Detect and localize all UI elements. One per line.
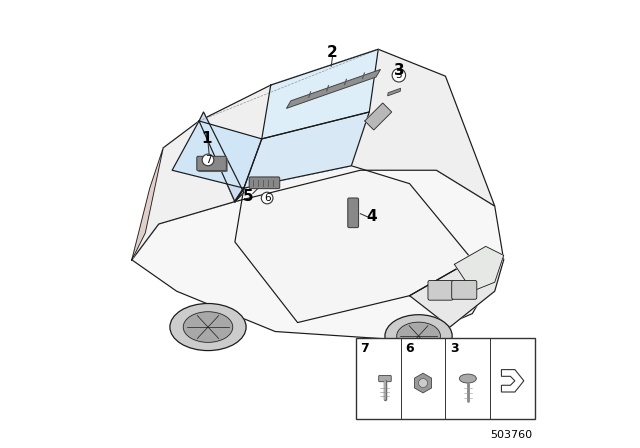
Circle shape <box>392 69 406 82</box>
Polygon shape <box>454 246 504 291</box>
Polygon shape <box>172 121 262 188</box>
Ellipse shape <box>397 322 440 350</box>
FancyBboxPatch shape <box>379 375 391 382</box>
Ellipse shape <box>385 314 452 358</box>
Polygon shape <box>262 49 378 139</box>
Ellipse shape <box>460 374 476 383</box>
Polygon shape <box>502 370 524 392</box>
Circle shape <box>261 192 273 204</box>
Polygon shape <box>244 112 369 188</box>
Circle shape <box>202 154 214 166</box>
Bar <box>356 338 535 419</box>
Text: 3: 3 <box>450 342 458 355</box>
Text: 5: 5 <box>243 189 253 204</box>
Text: 4: 4 <box>367 209 378 224</box>
Text: 3: 3 <box>394 63 405 78</box>
Polygon shape <box>388 88 401 96</box>
Text: 3: 3 <box>396 70 402 80</box>
FancyBboxPatch shape <box>428 280 453 300</box>
Polygon shape <box>410 260 504 327</box>
Polygon shape <box>132 148 163 260</box>
Circle shape <box>419 379 428 388</box>
Polygon shape <box>287 69 380 108</box>
FancyBboxPatch shape <box>249 177 280 189</box>
Text: 7: 7 <box>205 155 211 165</box>
FancyBboxPatch shape <box>452 280 477 299</box>
FancyBboxPatch shape <box>348 198 358 228</box>
Ellipse shape <box>183 312 233 342</box>
Text: 2: 2 <box>327 45 338 60</box>
Polygon shape <box>132 121 235 260</box>
Text: 6: 6 <box>405 342 413 355</box>
Ellipse shape <box>170 304 246 350</box>
Polygon shape <box>199 112 244 202</box>
Text: 7: 7 <box>360 342 369 355</box>
Polygon shape <box>199 49 495 206</box>
FancyBboxPatch shape <box>198 158 228 172</box>
Polygon shape <box>235 166 472 323</box>
FancyBboxPatch shape <box>197 156 227 171</box>
Text: 6: 6 <box>264 193 271 203</box>
Polygon shape <box>365 103 392 130</box>
Polygon shape <box>132 170 504 340</box>
Text: 503760: 503760 <box>491 430 533 440</box>
Text: 1: 1 <box>201 131 211 146</box>
